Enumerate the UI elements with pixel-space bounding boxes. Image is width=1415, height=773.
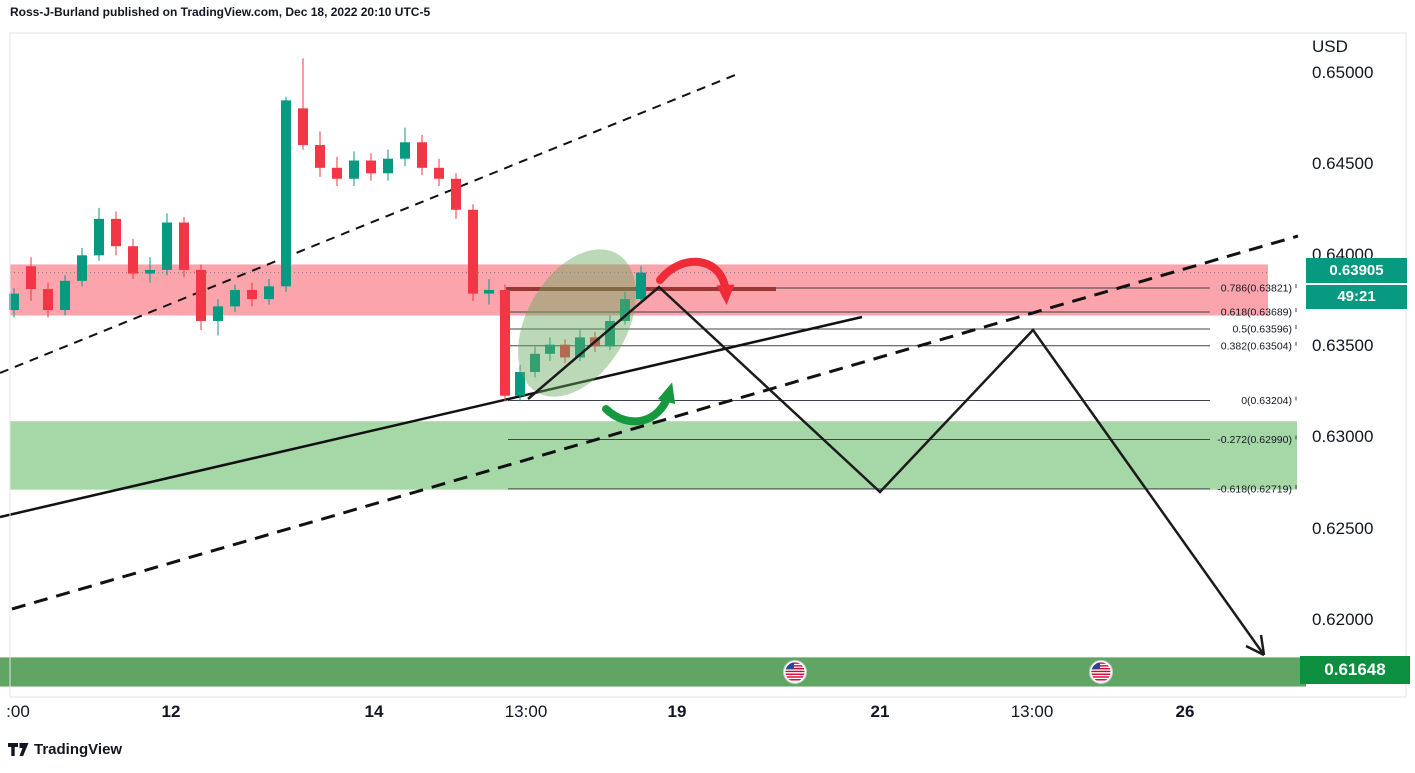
candlestick [484, 279, 494, 305]
candlestick [400, 127, 410, 166]
candlestick [162, 213, 172, 276]
candlestick [349, 151, 359, 187]
candlestick [332, 156, 342, 187]
candlestick [26, 257, 36, 301]
candlestick [620, 291, 630, 325]
us-flag-event-icon[interactable] [1089, 660, 1113, 684]
dashed-channel-lower [11, 234, 1299, 611]
candlestick [500, 284, 510, 402]
candlestick [111, 211, 121, 256]
candlestick [196, 264, 206, 331]
current-price-badge: 0.63905 49:21 [1306, 258, 1407, 309]
fib-level-label: -0.272(0.62990) [1217, 434, 1292, 446]
target-zone [0, 657, 1306, 687]
fib-level-label: 0.618(0.63689) [1221, 307, 1292, 319]
current-price-value: 0.63905 [1306, 258, 1407, 283]
candlestick [264, 279, 274, 305]
candlestick [281, 96, 291, 292]
fib-level-label: 0.786(0.63821) [1221, 282, 1292, 294]
candlestick [128, 238, 138, 280]
us-flag-event-icon[interactable] [783, 660, 807, 684]
bar-countdown: 49:21 [1306, 285, 1407, 309]
tradingview-logo[interactable]: TradingView [8, 741, 122, 758]
highlight-ellipse [518, 249, 636, 397]
candlestick [366, 153, 376, 181]
candlestick [560, 339, 570, 363]
candlestick [468, 204, 478, 301]
candlestick [43, 282, 53, 318]
candlestick [636, 266, 646, 303]
projection-arrowhead [1259, 634, 1266, 656]
candlestick [451, 173, 461, 219]
fib-level-label: 0.382(0.63504) [1221, 340, 1292, 352]
red-rejection-arrow [656, 257, 735, 305]
candlestick [247, 282, 257, 307]
candlestick [530, 346, 540, 378]
demand-zone [10, 421, 1297, 490]
candlestick [417, 134, 427, 176]
candlestick [179, 217, 189, 278]
candlestick [545, 337, 555, 362]
projection-arrowhead [1245, 644, 1265, 657]
attribution-text: Ross-J-Burland published on TradingView.… [10, 5, 431, 19]
solid-support-trendline [0, 315, 863, 519]
candlestick [77, 248, 87, 287]
projection-path [527, 285, 1266, 656]
candlestick [298, 58, 308, 150]
candlestick [315, 131, 325, 177]
candlestick [434, 158, 444, 187]
candlestick [9, 288, 19, 318]
candlestick [383, 149, 393, 181]
tradingview-logo-icon [8, 743, 29, 756]
candlestick [230, 284, 240, 312]
green-bounce-arrow [602, 382, 676, 426]
candlestick [60, 275, 70, 316]
candlestick [94, 207, 104, 261]
target-price-badge: 0.61648 [1300, 656, 1410, 684]
candlestick [605, 315, 615, 351]
fib-level-label: 0(0.63204) [1241, 395, 1292, 407]
dashed-channel-upper [0, 72, 741, 374]
candlestick [515, 364, 525, 402]
tradingview-logo-text: TradingView [34, 741, 123, 758]
fib-level-label: 0.5(0.63596) [1232, 323, 1292, 335]
fib-level-label: -0.618(0.62719) [1217, 483, 1292, 495]
candlestick [213, 299, 223, 336]
candlestick [145, 257, 155, 283]
chart-frame [9, 32, 1407, 698]
